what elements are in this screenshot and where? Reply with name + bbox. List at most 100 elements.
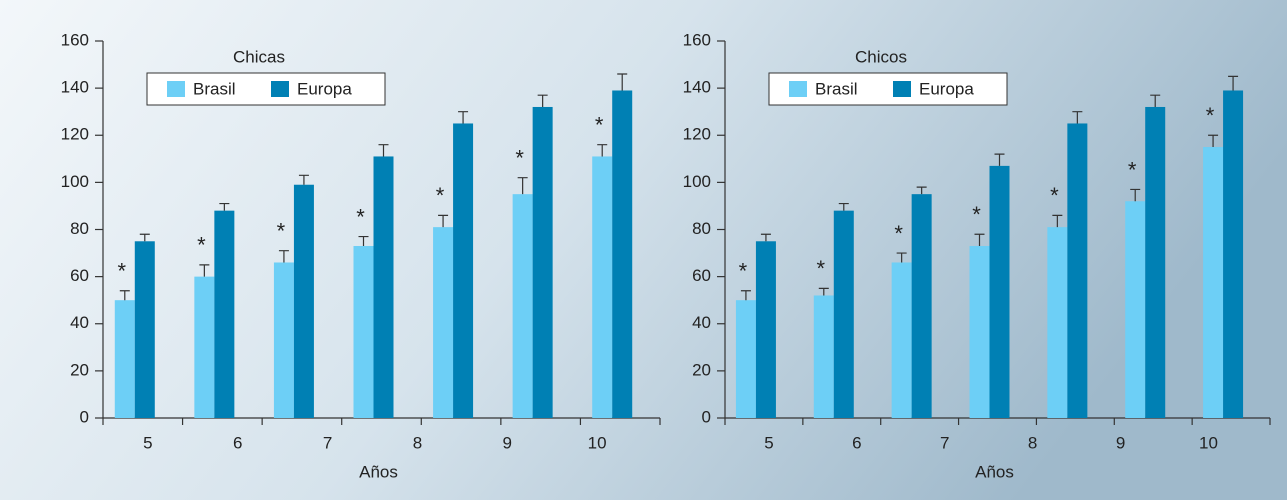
y-tick-label: 120 bbox=[61, 125, 89, 144]
bar bbox=[1067, 123, 1088, 418]
significance-marker: * bbox=[817, 256, 826, 281]
significance-marker: * bbox=[197, 233, 206, 258]
bar bbox=[512, 194, 533, 418]
y-tick-label: 40 bbox=[692, 313, 711, 332]
x-tick-label: 10 bbox=[1199, 433, 1218, 452]
legend-label: Brasil bbox=[193, 79, 236, 98]
x-tick-label: 8 bbox=[1028, 433, 1037, 452]
bar bbox=[532, 106, 553, 418]
bar bbox=[453, 123, 474, 418]
x-tick-label: 7 bbox=[940, 433, 949, 452]
bar bbox=[114, 300, 135, 418]
error-bar bbox=[278, 250, 289, 263]
bar bbox=[891, 262, 912, 418]
bar bbox=[353, 245, 374, 418]
significance-marker: * bbox=[436, 183, 445, 208]
legend-swatch bbox=[789, 81, 807, 97]
bar bbox=[214, 210, 235, 418]
significance-marker: * bbox=[595, 112, 604, 137]
bar bbox=[833, 210, 854, 418]
x-tick-label: 9 bbox=[1116, 433, 1125, 452]
bar bbox=[813, 295, 834, 418]
bar bbox=[911, 194, 932, 418]
bar bbox=[1223, 90, 1244, 418]
bar bbox=[194, 276, 215, 418]
bar bbox=[433, 227, 454, 418]
legend-title: Chicos bbox=[855, 47, 907, 66]
error-bar bbox=[1228, 75, 1239, 91]
legend-box bbox=[146, 72, 386, 106]
error-bar bbox=[1130, 188, 1141, 202]
y-tick-label: 40 bbox=[70, 313, 89, 332]
significance-marker: * bbox=[277, 219, 286, 244]
bar bbox=[293, 184, 314, 418]
bar bbox=[989, 165, 1010, 418]
x-tick-label: 6 bbox=[852, 433, 861, 452]
bar bbox=[1203, 147, 1224, 418]
y-tick-label: 160 bbox=[683, 30, 711, 49]
y-tick-label: 60 bbox=[70, 266, 89, 285]
legend-swatch bbox=[167, 81, 185, 97]
legend-label: Brasil bbox=[815, 79, 858, 98]
legend-swatch bbox=[271, 81, 289, 97]
significance-marker: * bbox=[972, 202, 981, 227]
significance-marker: * bbox=[894, 221, 903, 246]
error-bar bbox=[1052, 214, 1063, 228]
significance-marker: * bbox=[118, 259, 127, 284]
bar bbox=[755, 241, 776, 418]
y-tick-label: 100 bbox=[683, 172, 711, 191]
y-tick-label: 80 bbox=[70, 219, 89, 238]
error-bar bbox=[838, 202, 849, 211]
x-axis-label: Años bbox=[359, 462, 398, 481]
error-bar bbox=[1150, 94, 1161, 107]
x-tick-label: 10 bbox=[588, 433, 607, 452]
error-bar bbox=[199, 264, 210, 277]
y-tick-label: 0 bbox=[702, 407, 711, 426]
error-bar bbox=[119, 290, 130, 301]
y-tick-label: 100 bbox=[61, 172, 89, 191]
x-tick-label: 7 bbox=[323, 433, 332, 452]
error-bar bbox=[517, 177, 528, 195]
error-bar bbox=[438, 214, 449, 228]
error-bar bbox=[896, 252, 907, 263]
significance-marker: * bbox=[515, 145, 524, 170]
x-tick-label: 8 bbox=[413, 433, 422, 452]
x-tick-label: 5 bbox=[764, 433, 773, 452]
x-tick-label: 9 bbox=[503, 433, 512, 452]
y-tick-label: 20 bbox=[692, 360, 711, 379]
significance-marker: * bbox=[356, 204, 365, 229]
error-bar bbox=[916, 186, 927, 195]
x-axis-label: Años bbox=[975, 462, 1014, 481]
bar bbox=[969, 245, 990, 418]
error-bar bbox=[378, 144, 389, 157]
error-bar bbox=[974, 233, 985, 246]
bar bbox=[273, 262, 294, 418]
error-bar bbox=[994, 153, 1005, 166]
bar bbox=[592, 156, 613, 419]
significance-marker: * bbox=[1206, 103, 1215, 128]
error-bar bbox=[597, 144, 608, 157]
significance-marker: * bbox=[1050, 183, 1059, 208]
legend-box bbox=[768, 72, 1008, 106]
error-bar bbox=[139, 233, 150, 242]
significance-marker: * bbox=[1128, 157, 1137, 182]
legend-label: Europa bbox=[919, 79, 974, 98]
error-bar bbox=[219, 202, 230, 211]
significance-marker: * bbox=[739, 259, 748, 284]
error-bar bbox=[740, 290, 751, 301]
y-tick-label: 80 bbox=[692, 219, 711, 238]
y-tick-label: 20 bbox=[70, 360, 89, 379]
legend-title: Chicas bbox=[233, 47, 285, 66]
y-tick-label: 60 bbox=[692, 266, 711, 285]
x-tick-label: 5 bbox=[143, 433, 152, 452]
legend-swatch bbox=[893, 81, 911, 97]
error-bar bbox=[1072, 111, 1083, 124]
y-tick-label: 140 bbox=[61, 78, 89, 97]
y-tick-label: 140 bbox=[683, 78, 711, 97]
error-bar bbox=[458, 111, 469, 124]
legend-label: Europa bbox=[297, 79, 352, 98]
y-tick-label: 120 bbox=[683, 125, 711, 144]
x-tick-label: 6 bbox=[233, 433, 242, 452]
error-bar bbox=[358, 235, 369, 246]
